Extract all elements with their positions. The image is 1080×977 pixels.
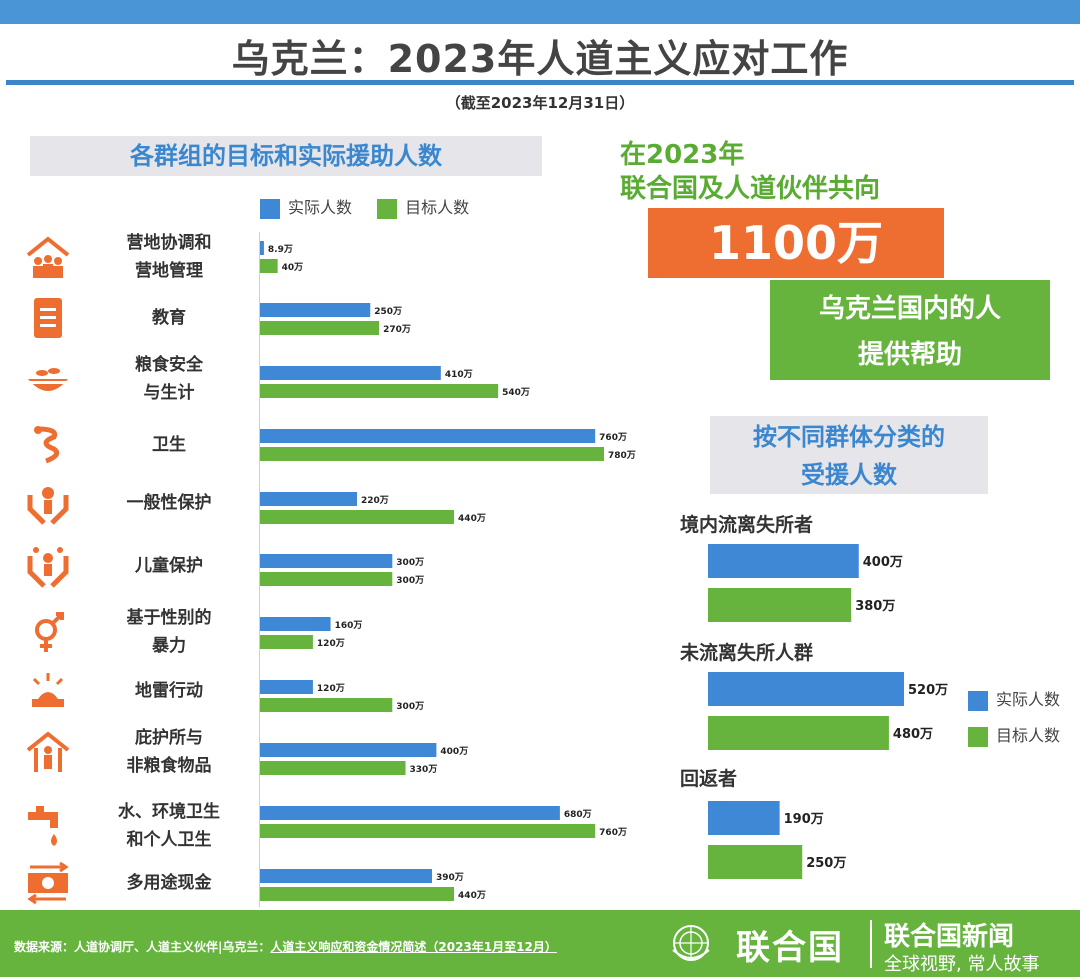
group-bar-actual [708,672,904,706]
data-label-target: 270万 [383,324,411,335]
bar-actual [260,554,392,568]
right-legend-actual-label: 实际人数 [996,690,1060,709]
data-label-target: 440万 [458,890,486,901]
data-label-target: 760万 [599,827,627,838]
highlight-green-box: 乌克兰国内的人 提供帮助 [770,280,1050,380]
bar-target [260,321,379,335]
group-bar-target [708,716,889,750]
right-header-line2: 受援人数 [710,456,988,494]
right-legend-target: 目标人数 [968,718,1060,754]
footer: 数据来源：人道协调厅、人道主义伙伴|乌克兰：人道主义响应和资金情况简述（2023… [0,910,1080,977]
bar-target [260,572,392,586]
bar-target [260,824,595,838]
bar-actual [260,869,432,883]
bar-target [260,447,604,461]
data-label-target: 120万 [317,638,345,649]
data-label-target: 300万 [396,701,424,712]
data-label-actual: 410万 [445,369,473,380]
group-bar-actual [708,544,859,578]
group-bar-actual [708,801,780,835]
highlight-text: 在2023年 联合国及人道伙伴共向 [620,138,880,206]
bar-target [260,635,313,649]
data-label-target: 440万 [458,513,486,524]
data-label-actual: 120万 [317,683,345,694]
data-label-target: 330万 [410,764,438,775]
group-label-non-displaced: 未流离失所人群 [680,638,813,665]
bar-actual [260,680,313,694]
right-header-line1: 按不同群体分类的 [710,418,988,456]
un-emblem-icon [670,922,712,964]
bar-actual [260,492,357,506]
right-legend-actual-swatch [968,691,988,711]
bar-target [260,887,454,901]
source-prefix: 数据来源：人道协调厅、人道主义伙伴|乌克兰： [14,940,270,954]
bar-target [260,698,392,712]
footer-divider [870,920,872,968]
bar-actual [260,429,595,443]
bar-target [260,259,278,273]
bar-target [260,384,498,398]
data-label-actual: 250万 [374,306,402,317]
group-bar-target [708,845,802,879]
highlight-line2: 联合国及人道伙伴共向 [620,172,880,206]
group-label-target: 250万 [806,856,846,871]
data-label-actual: 8.9万 [268,244,293,255]
bar-actual [260,617,331,631]
data-label-actual: 760万 [599,432,627,443]
source-link[interactable]: 人道主义响应和资金情况简述（2023年1月至12月） [270,940,556,954]
data-label-actual: 400万 [440,746,468,757]
data-label-actual: 220万 [361,495,389,506]
right-legend-actual: 实际人数 [968,682,1060,718]
data-label-target: 40万 [282,262,304,273]
data-label-actual: 680万 [564,809,592,820]
right-legend: 实际人数 目标人数 [968,682,1060,754]
group-label-actual: 400万 [863,555,903,570]
group-label-actual: 520万 [908,683,948,698]
highlight-line1: 在2023年 [620,138,880,172]
bar-target [260,761,406,775]
bar-actual [260,303,370,317]
group-label-target: 480万 [893,727,933,742]
data-label-actual: 160万 [335,620,363,631]
data-label-target: 540万 [502,387,530,398]
group-label-returnees: 回返者 [680,764,737,791]
bar-actual [260,743,436,757]
un-news-title: 联合国新闻 [884,916,1014,953]
right-legend-target-swatch [968,727,988,747]
highlight-line3: 乌克兰国内的人 [770,286,1050,332]
un-news-tagline: 全球视野, 常人故事 [884,950,1039,976]
group-label-target: 380万 [855,599,895,614]
group-bar-target [708,588,851,622]
highlight-line4: 提供帮助 [770,332,1050,378]
data-label-actual: 390万 [436,872,464,883]
right-legend-target-label: 目标人数 [996,726,1060,745]
right-chart-header: 按不同群体分类的 受援人数 [710,416,988,494]
source-note: 数据来源：人道协调厅、人道主义伙伴|乌克兰：人道主义响应和资金情况简述（2023… [14,938,557,955]
bar-actual [260,806,560,820]
data-label-actual: 300万 [396,557,424,568]
group-label-actual: 190万 [784,812,824,827]
un-name: 联合国 [736,920,844,969]
highlight-number: 1100万 [648,208,944,278]
data-label-target: 780万 [608,450,636,461]
bar-target [260,510,454,524]
data-label-target: 300万 [396,575,424,586]
bar-actual [260,366,441,380]
group-label-idp: 境内流离失所者 [680,510,813,537]
bar-actual [260,241,264,255]
